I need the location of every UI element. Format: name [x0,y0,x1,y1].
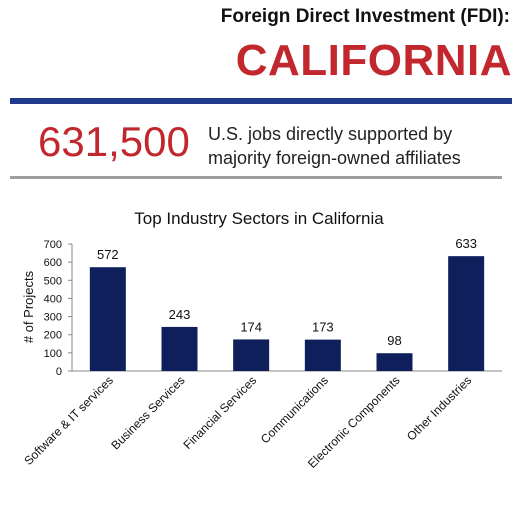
bar-value-label: 633 [455,236,477,251]
sector-bar-chart: Top Industry Sectors in California # of … [21,209,502,471]
x-tick-label: Other Industries [404,373,474,443]
x-tick-label: Communications [258,373,331,446]
y-tick-label: 200 [44,330,62,342]
bars: 572 243 174 173 98 633 [89,236,485,371]
bar-value-label: 243 [169,307,191,322]
header-subtitle: Foreign Direct Investment (FDI): [220,6,510,27]
bar-value-label: 173 [312,320,334,335]
bar-value-label: 98 [387,333,401,348]
y-tick-label: 300 [44,312,62,324]
section-divider [10,176,502,179]
bar-value-label: 572 [97,247,119,262]
header-divider [10,98,512,104]
jobs-stat-description: U.S. jobs directly supported by majority… [208,122,508,170]
y-tick-label: 600 [44,257,62,269]
bar [448,256,485,371]
chart-title: Top Industry Sectors in California [134,209,384,228]
y-axis-label: # of Projects [21,270,36,343]
x-tick-label: Software & IT services [21,373,116,468]
bar [161,326,198,371]
x-tick-label: Business Services [108,373,187,452]
y-tick-label: 100 [44,348,62,360]
y-tick-label: 500 [44,275,62,287]
stat-description-line-1: U.S. jobs directly supported by [208,124,453,144]
y-axis-ticks: 0 100 200 300 400 500 600 700 [44,239,72,378]
page-title: CALIFORNIA [235,36,512,85]
bar [376,353,413,371]
stat-description-line-2: majority foreign-owned affiliates [208,148,461,168]
bar [89,267,126,371]
bar [233,339,270,371]
bar [304,339,341,371]
y-tick-label: 0 [56,366,62,378]
y-tick-label: 700 [44,239,62,251]
y-tick-label: 400 [44,293,62,305]
bar-value-label: 174 [240,319,262,334]
jobs-stat-value: 631,500 [38,118,190,165]
x-tick-label: Financial Services [181,373,260,452]
